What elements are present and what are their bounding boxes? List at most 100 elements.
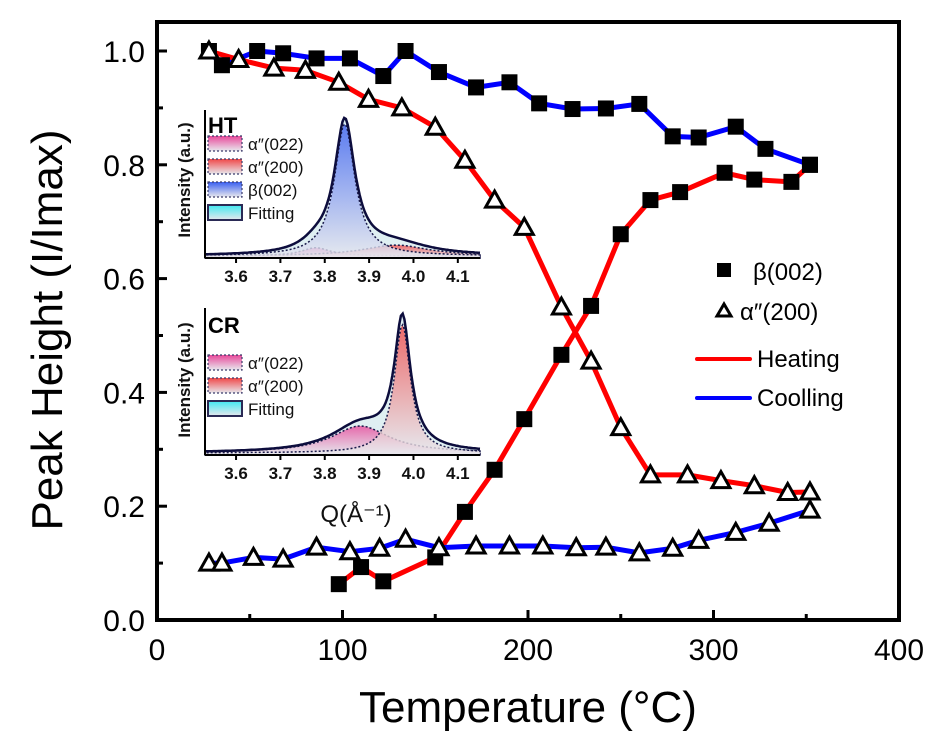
data-point-square <box>430 64 447 81</box>
data-point-triangle <box>271 547 295 568</box>
data-point-square <box>397 43 414 59</box>
inset-peak <box>204 123 481 259</box>
x-axis-title: Temperature (°C) <box>359 683 697 732</box>
data-point-triangle <box>609 415 633 437</box>
data-point-square <box>501 74 518 91</box>
data-point-triangle <box>197 551 221 572</box>
inset-y-label: Intensity (a.u.) <box>175 322 194 437</box>
inset-x-tick-label: 4.0 <box>402 464 426 483</box>
data-point-square <box>531 95 548 112</box>
data-point-square <box>468 79 485 96</box>
x-tick-label: 200 <box>503 634 553 667</box>
data-point-square <box>716 164 733 181</box>
inset-peak <box>204 323 481 456</box>
data-point-triangle <box>327 70 351 91</box>
data-point-square <box>553 346 570 363</box>
data-point-triangle <box>227 47 251 69</box>
inset-legend-label: Fitting <box>248 400 294 419</box>
data-point-triangle <box>564 535 588 557</box>
inset-x-tick-label: 3.6 <box>224 464 248 483</box>
inset-x-tick-label: 4.1 <box>446 464 470 483</box>
data-point-triangle <box>453 148 477 169</box>
inset-legend-label: Fitting <box>248 204 294 223</box>
data-point-square <box>597 100 614 117</box>
data-point-triangle <box>394 527 418 548</box>
inset-x-tick-label: 4.0 <box>402 267 426 286</box>
inset-legend-swatch <box>207 204 243 221</box>
inset-title: HT <box>208 113 238 138</box>
y-tick-label: 0.4 <box>103 377 145 410</box>
data-point-square <box>642 192 659 209</box>
series-markers <box>197 38 822 593</box>
data-point-triangle <box>798 498 822 519</box>
data-point-triangle <box>293 58 317 79</box>
data-point-triangle <box>241 545 266 566</box>
data-point-square <box>801 156 818 173</box>
data-point-triangle <box>356 87 381 108</box>
data-point-square <box>486 461 503 478</box>
data-point-triangle <box>579 349 603 370</box>
inset-x-tick-label: 3.9 <box>357 267 381 286</box>
inset-x-tick-label: 3.6 <box>224 267 248 286</box>
inset-title: CR <box>208 313 240 338</box>
data-point-triangle <box>197 38 221 60</box>
inset-legend-label: β(002) <box>248 181 297 200</box>
y-tick-label: 1.0 <box>103 36 145 69</box>
inset-x-tick-label: 3.8 <box>313 267 337 286</box>
legend-label-cooling: Coolling <box>757 385 844 412</box>
data-point-square <box>690 129 707 146</box>
data-point-square <box>564 101 581 118</box>
data-point-triangle <box>423 115 447 136</box>
data-point-triangle <box>338 539 362 561</box>
data-point-triangle <box>757 511 781 532</box>
data-point-triangle <box>304 535 329 556</box>
data-point-triangle <box>368 536 392 557</box>
data-point-triangle <box>483 188 507 209</box>
inset-x-tick-label: 3.7 <box>269 464 293 483</box>
legend-marker-square <box>717 263 731 277</box>
data-point-square <box>456 503 473 520</box>
data-point-square <box>757 140 774 157</box>
x-tick-label: 300 <box>688 634 738 667</box>
data-point-square <box>783 173 800 190</box>
inset-y-label: Intensity (a.u.) <box>175 122 194 237</box>
inset-legend-label: α″(022) <box>248 354 304 373</box>
data-point-triangle <box>627 540 651 562</box>
data-point-triangle <box>549 294 573 316</box>
y-tick-label: 0.0 <box>103 605 145 638</box>
data-point-square <box>249 43 266 59</box>
data-point-triangle <box>427 535 451 557</box>
data-point-triangle <box>687 528 711 549</box>
x-tick-label: 400 <box>874 634 924 667</box>
y-tick-label: 0.8 <box>103 150 145 183</box>
inset-x-tick-label: 4.1 <box>446 267 470 286</box>
inset-x-label: Q(Å⁻¹) <box>320 500 391 528</box>
inset-cr: 3.6 3.7 3.8 3.9 4.0 4.1 Intensity (a.u.) CR α″(0… <box>175 308 481 528</box>
inset-legend-swatch <box>207 181 243 198</box>
data-point-square <box>375 68 392 85</box>
data-point-triangle <box>638 462 662 484</box>
data-point-triangle <box>776 480 800 502</box>
inset-legend-swatch <box>207 400 243 417</box>
legend: β(002) α″(200) Heating Coolling <box>695 259 844 412</box>
data-point-square <box>375 573 392 590</box>
data-point-triangle <box>709 468 733 490</box>
x-tick-label: 100 <box>317 634 367 667</box>
series-lines <box>207 48 812 587</box>
data-point-square <box>672 184 689 201</box>
data-point-triangle <box>512 215 536 236</box>
legend-label-beta002: β(002) <box>753 259 823 286</box>
data-point-triangle <box>675 462 700 484</box>
inset-legend-label: α″(200) <box>248 158 304 177</box>
data-point-square <box>213 57 230 74</box>
inset-x-tick-label: 3.7 <box>269 267 293 286</box>
inset-x-tick-label: 3.9 <box>357 464 381 483</box>
legend-marker-triangle <box>714 301 734 318</box>
inset-legend-swatch <box>207 135 243 152</box>
data-point-square <box>664 128 681 145</box>
data-point-square <box>516 411 533 428</box>
data-point-square <box>727 118 744 135</box>
data-point-square <box>583 297 600 314</box>
inset-legend-label: α″(200) <box>248 377 304 396</box>
